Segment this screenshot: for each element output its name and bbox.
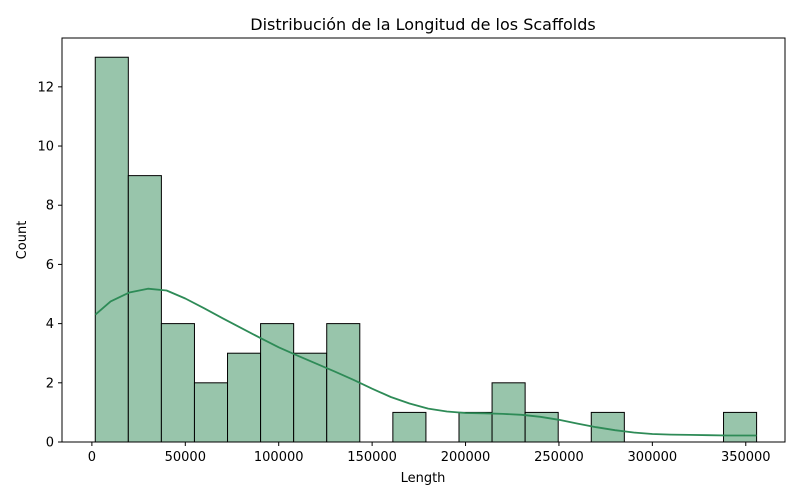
x-tick-label: 250000 (534, 450, 584, 465)
y-axis-label: Count (15, 221, 30, 260)
bars-group (94, 56, 758, 443)
histogram-bar (723, 411, 758, 443)
x-tick-label: 200000 (441, 450, 491, 465)
histogram-bar (260, 323, 295, 443)
histogram-bar (94, 56, 129, 443)
kde-line (94, 287, 757, 437)
y-axis-ticks: 0 2 4 6 8 10 12 (37, 80, 62, 451)
histogram-bar (491, 382, 526, 443)
x-tick-label: 100000 (254, 450, 304, 465)
histogram-bar (193, 382, 229, 443)
x-tick-label: 350000 (721, 450, 771, 465)
histogram-bar (293, 352, 328, 443)
y-tick-label: 6 (46, 258, 54, 273)
x-tick-label: 0 (88, 450, 96, 465)
plot-frame (61, 37, 786, 443)
x-tick-label: 50000 (165, 450, 206, 465)
histogram-bar (458, 411, 493, 443)
histogram-bar (392, 411, 427, 443)
x-axis-label: Length (401, 471, 446, 486)
y-tick-label: 10 (37, 140, 54, 155)
x-tick-label: 300000 (628, 450, 678, 465)
x-tick-label: 150000 (347, 450, 397, 465)
y-tick-label: 2 (46, 376, 54, 391)
y-tick-label: 4 (46, 317, 54, 332)
y-tick-label: 8 (46, 199, 54, 214)
y-tick-label: 0 (46, 436, 54, 451)
x-axis-ticks: 0 50000 100000 150000 200000 250000 300000 3500… (88, 442, 771, 465)
histogram-bar (160, 323, 195, 443)
y-tick-label: 12 (37, 80, 54, 95)
histogram-bar (326, 323, 361, 443)
chart-title: Distribución de la Longitud de los Scaff… (250, 15, 595, 34)
histogram-bar (227, 352, 262, 443)
kde-group (94, 287, 757, 437)
histogram-bar (127, 175, 162, 443)
